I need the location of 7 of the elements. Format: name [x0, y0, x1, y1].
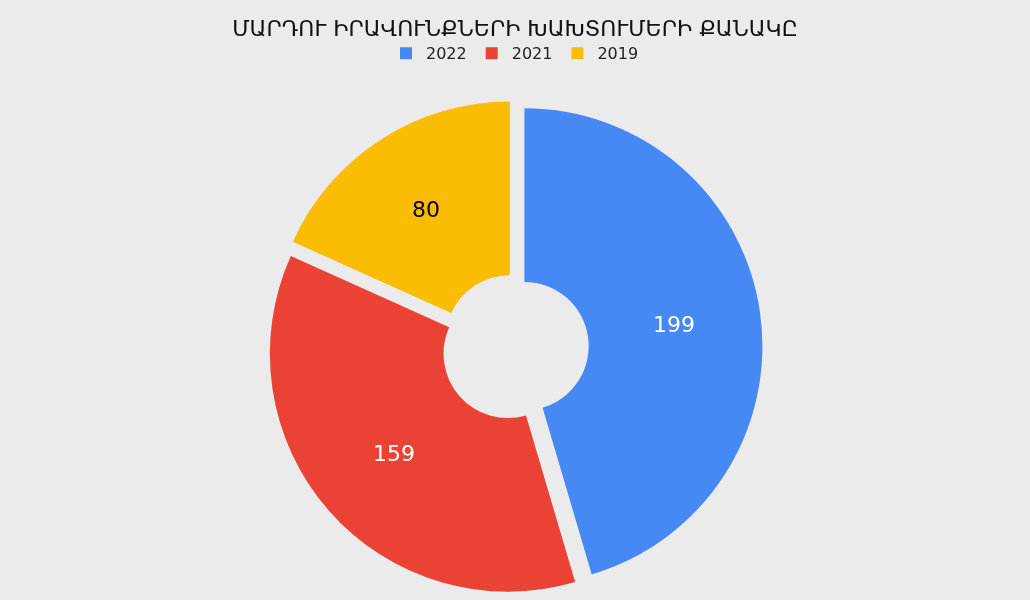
- legend-label: 2019: [597, 44, 639, 64]
- legend-label: 2022: [426, 44, 467, 64]
- data-label: 159: [372, 440, 415, 466]
- data-label: 199: [652, 312, 695, 338]
- legend-label: 2021: [511, 44, 553, 64]
- chart-title: ՄԱՐԴՈՒ ԻՐԱՎՈՒՆՔՆԵՐԻ ԽԱԽՏՈՒՄԵՐԻ ՔԱՆԱԿԸ: [232, 16, 798, 42]
- data-label: 80: [412, 197, 441, 223]
